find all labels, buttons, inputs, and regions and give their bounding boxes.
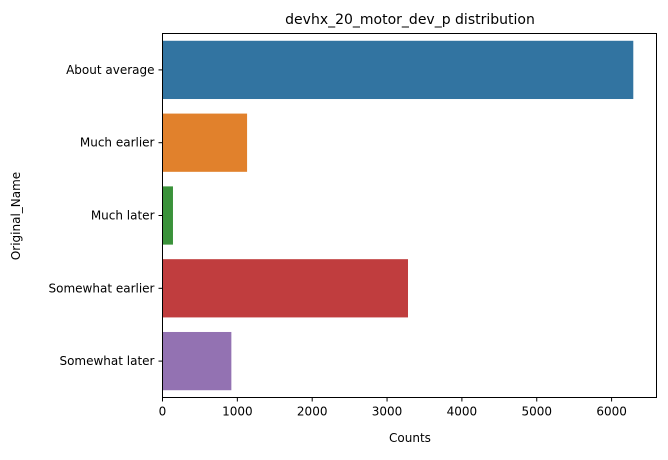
x-tick-label-1: 1000 [222,405,253,419]
y-tick-label-2: Much later [91,209,155,223]
bar-0 [162,40,634,100]
x-axis-label: Counts [389,431,431,445]
x-tick-label-4: 4000 [447,405,478,419]
x-tick-label-3: 3000 [372,405,403,419]
y-tick-label-3: Somewhat earlier [49,281,155,295]
x-axis-ticks: 0 1000 2000 3000 4000 5000 6000 [159,397,627,419]
y-tick-label-1: Much earlier [80,136,155,150]
x-tick-label-6: 6000 [596,405,627,419]
bar-1 [162,113,248,172]
bar-4 [162,331,232,391]
x-tick-label-5: 5000 [521,405,552,419]
chart-title: devhx_20_motor_dev_p distribution [285,12,535,28]
bar-2 [162,186,173,245]
bar-3 [162,259,409,318]
x-tick-label-0: 0 [159,405,167,419]
y-tick-label-4: Somewhat later [59,354,154,368]
x-tick-label-2: 2000 [297,405,328,419]
y-axis-ticks: About average Much earlier Much later Somew… [49,63,163,368]
y-axis-label: Original_Name [9,172,23,260]
y-tick-label-0: About average [66,63,154,77]
bars-group [162,40,634,391]
